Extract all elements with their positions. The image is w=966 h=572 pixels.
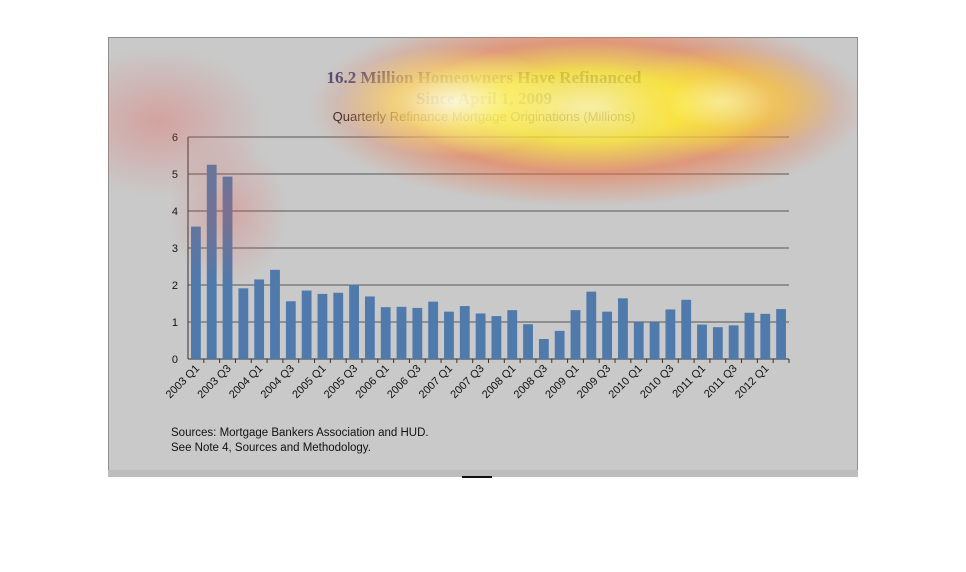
y-tick-label: 4 [172, 206, 178, 218]
chart-title-line-2: Since April 1, 2009 [415, 89, 552, 108]
x-tick-label: 2010 Q1 [607, 363, 645, 401]
bar [491, 316, 502, 359]
bar [428, 301, 439, 359]
bar [444, 311, 454, 359]
bar [712, 327, 723, 359]
bar [665, 309, 676, 359]
bar [301, 290, 312, 359]
bar [317, 293, 328, 359]
bar [744, 312, 755, 359]
x-tick-label: 2009 Q1 [543, 363, 581, 401]
bar [191, 226, 201, 359]
bar [206, 164, 217, 359]
y-tick-label: 2 [172, 280, 178, 292]
bar [222, 176, 233, 359]
bar [380, 307, 391, 359]
bar [475, 313, 486, 359]
bar [728, 325, 739, 359]
bar [333, 292, 344, 359]
bar [459, 306, 470, 359]
bar [649, 322, 660, 359]
x-tick-label: 2008 Q3 [512, 363, 550, 401]
bar [776, 309, 786, 359]
x-tick-label: 2005 Q1 [290, 363, 328, 401]
x-tick-label: 2008 Q1 [480, 363, 518, 401]
chart-slide: 0 1 2 3 4 5 6 2003 Q1 2003 Q3 2004 Q1 2004 Q3 2005 … [108, 37, 858, 477]
bar [538, 339, 549, 359]
x-tick-label: 2005 Q3 [322, 363, 360, 401]
chart-title: 16.2 Million Homeowners Have Refinanced [326, 68, 642, 87]
slide-marker [462, 476, 492, 478]
x-tick-label: 2010 Q3 [638, 363, 676, 401]
x-tick-label: 2004 Q1 [227, 363, 265, 401]
x-tick-label: 2012 Q1 [733, 363, 771, 401]
sources-line-1: Sources: Mortgage Bankers Association an… [171, 427, 429, 439]
x-tick-label: 2007 Q1 [417, 363, 455, 401]
x-tick-label: 2003 Q1 [164, 363, 202, 401]
bar [760, 313, 771, 359]
sources-note: Sources: Mortgage Bankers Association an… [171, 426, 429, 456]
x-tick-label: 2004 Q3 [259, 363, 297, 401]
bar [602, 311, 613, 359]
bar [618, 298, 628, 359]
y-tick-label: 1 [172, 317, 178, 329]
bar [586, 291, 597, 359]
x-tick-label: 2011 Q1 [670, 363, 708, 401]
y-tick-label: 6 [172, 132, 178, 144]
x-tick-label: 2009 Q3 [575, 363, 613, 401]
slide-bottom-bar [108, 470, 858, 477]
chart-subtitle: Quarterly Refinance Mortgage Origination… [332, 109, 636, 124]
bar [238, 288, 249, 359]
bar [396, 306, 407, 359]
y-tick-label: 5 [172, 169, 178, 181]
bar [681, 299, 692, 359]
x-tick-label: 2007 Q3 [448, 363, 486, 401]
bar [697, 324, 707, 359]
bar [364, 296, 375, 359]
bar [285, 301, 296, 359]
y-tick-label: 3 [172, 243, 178, 255]
bar [523, 324, 533, 359]
bar [507, 310, 518, 359]
bar [349, 284, 359, 359]
bar [412, 307, 423, 359]
x-tick-label: 2006 Q1 [353, 363, 391, 401]
bar [554, 330, 565, 359]
bar [254, 279, 265, 359]
y-tick-label: 0 [172, 354, 178, 366]
bar [570, 310, 581, 359]
x-tick-label: 2003 Q3 [195, 363, 233, 401]
sources-line-2: See Note 4, Sources and Methodology. [171, 442, 371, 454]
bar [633, 322, 644, 359]
bar [270, 269, 280, 359]
x-tick-label: 2006 Q3 [385, 363, 423, 401]
